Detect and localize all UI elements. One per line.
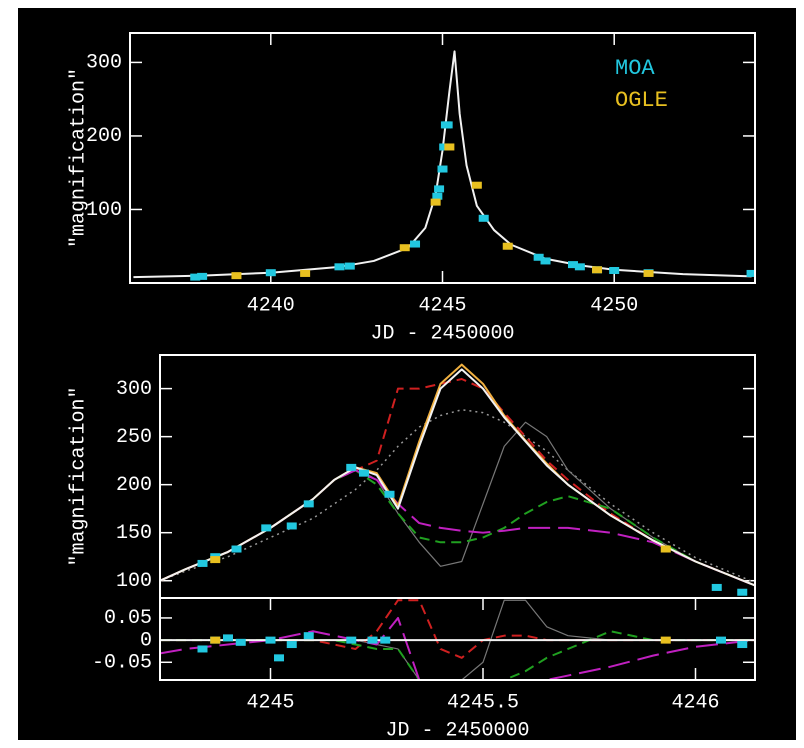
y-axis-label: "magnification" — [67, 68, 90, 248]
background — [18, 8, 796, 740]
y-tick-label: 200 — [86, 125, 122, 148]
data-point — [384, 490, 395, 498]
data-point — [609, 267, 620, 274]
data-point — [660, 545, 671, 553]
data-point — [197, 272, 208, 280]
model-curve — [160, 368, 755, 587]
data-point — [380, 636, 391, 644]
data-point — [210, 636, 221, 644]
data-point — [197, 645, 208, 653]
data-point — [737, 588, 748, 596]
data-point — [430, 198, 441, 206]
data-point — [643, 269, 654, 277]
axes-frame — [159, 597, 756, 681]
y-tick-label: 0 — [140, 629, 152, 652]
data-point — [399, 244, 410, 252]
data-point — [210, 556, 221, 564]
data-point — [265, 636, 276, 644]
data-point — [346, 636, 357, 644]
data-point — [231, 545, 242, 553]
data-point — [746, 269, 755, 277]
x-tick-label: 4246 — [671, 691, 719, 714]
y-tick-label: 150 — [116, 522, 152, 545]
data-point — [410, 240, 421, 248]
data-point — [716, 636, 726, 644]
data-point — [303, 500, 314, 508]
data-point — [711, 583, 722, 591]
data-point — [567, 261, 578, 269]
y-axis-label: "magnification" — [67, 386, 90, 566]
data-point — [303, 632, 314, 640]
data-point — [437, 165, 448, 173]
y-tick-label: 300 — [116, 378, 152, 401]
model-curve — [160, 469, 755, 587]
x-tick-label: 4250 — [590, 294, 638, 317]
y-tick-label: -0.05 — [92, 652, 152, 675]
data-point — [592, 266, 603, 274]
data-point — [533, 253, 544, 261]
data-point — [265, 269, 276, 277]
y-tick-label: 100 — [86, 199, 122, 222]
legend-entry: OGLE — [615, 88, 668, 113]
data-point — [286, 522, 297, 530]
model-curve — [160, 616, 755, 680]
x-axis-label: JD - 2450000 — [385, 719, 529, 742]
data-point — [261, 524, 272, 532]
plot-area — [160, 363, 755, 596]
data-point — [346, 463, 357, 471]
legend-entry: MOA — [615, 56, 655, 81]
x-tick-label: 4245 — [246, 691, 294, 714]
data-point — [737, 641, 748, 649]
data-point — [286, 641, 297, 649]
data-point — [197, 559, 208, 567]
data-point — [190, 273, 201, 281]
x-axis-label: JD - 2450000 — [370, 322, 514, 345]
plot-area — [133, 50, 755, 281]
data-point — [444, 143, 455, 151]
data-point — [274, 654, 284, 662]
data-point — [471, 181, 482, 189]
y-tick-label: 100 — [116, 570, 152, 593]
axes-frame — [129, 32, 756, 284]
data-point — [359, 469, 369, 477]
data-point — [439, 143, 450, 151]
data-point — [442, 121, 453, 129]
y-tick-label: 0.05 — [104, 607, 152, 630]
data-point — [502, 242, 513, 250]
x-tick-label: 4245 — [418, 294, 466, 317]
y-tick-label: 250 — [116, 426, 152, 449]
data-point — [478, 214, 489, 222]
data-point — [540, 257, 551, 265]
x-tick-label: 4245.5 — [447, 691, 519, 714]
data-point — [334, 263, 345, 271]
y-tick-label: 200 — [116, 474, 152, 497]
data-point — [223, 634, 233, 642]
model-curve — [160, 409, 755, 584]
data-point — [235, 638, 246, 646]
data-point — [434, 185, 445, 193]
x-tick-label: 4240 — [247, 294, 295, 317]
data-point — [367, 636, 378, 644]
data-point — [344, 262, 355, 270]
y-tick-label: 300 — [86, 52, 122, 75]
data-point — [574, 263, 585, 271]
plot-area — [160, 599, 755, 680]
data-point — [660, 636, 671, 644]
data-point — [432, 192, 443, 200]
data-point — [300, 269, 311, 277]
data-point — [231, 272, 242, 280]
